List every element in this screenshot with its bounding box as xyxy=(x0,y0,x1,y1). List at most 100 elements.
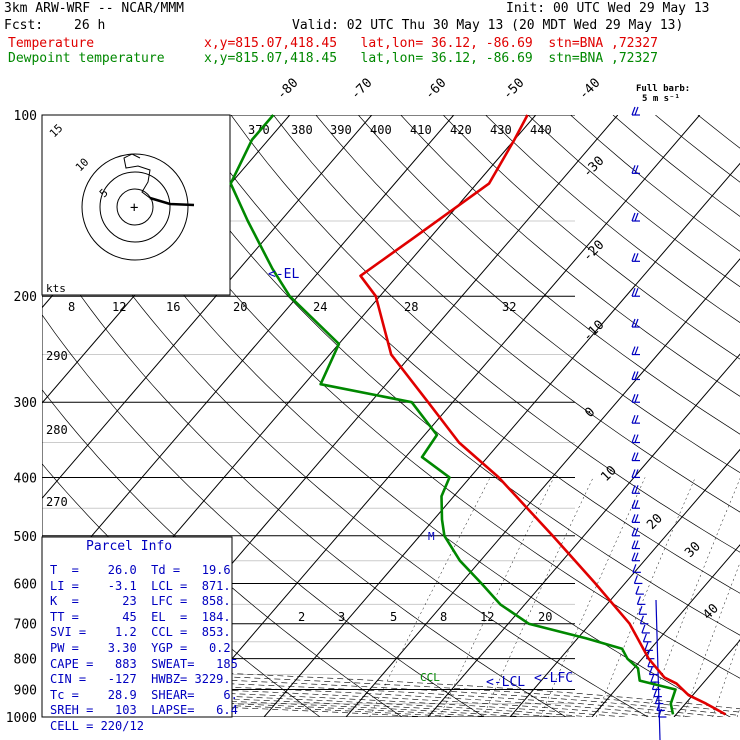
wind-barb-flag xyxy=(634,500,639,509)
dry-adiabat-line xyxy=(230,115,740,553)
mixing-ratio-label: 3 xyxy=(338,610,345,624)
wind-barb-flag xyxy=(650,673,655,683)
mixing-ratio-line xyxy=(683,562,740,717)
isotherm-line xyxy=(263,162,740,717)
mixing-ratio-line xyxy=(369,477,491,717)
wind-barb-flag xyxy=(631,485,636,494)
mixing-ratio-mid-label: 32 xyxy=(502,300,516,314)
wind-barb-flag xyxy=(634,452,639,461)
pressure-tick-label: 900 xyxy=(14,683,37,698)
wind-barb-flag xyxy=(632,564,637,573)
wind-barb-flag xyxy=(633,575,638,584)
wind-barb-flag xyxy=(634,514,639,523)
m-marker: M xyxy=(428,530,435,543)
theta-label: 380 xyxy=(291,123,313,137)
forecast-hour: 26 h xyxy=(74,18,106,33)
wind-barb-flag xyxy=(634,212,639,222)
dry-adiabat-line xyxy=(42,158,649,717)
mixing-ratio-mid-label: 28 xyxy=(404,300,418,314)
wind-barb-unit: 5 m s⁻¹ xyxy=(642,94,680,104)
wind-barb-flag xyxy=(631,253,636,262)
dry-adiabat-line xyxy=(103,115,740,679)
isotherm-line xyxy=(427,353,740,717)
wind-barb-legend: Full barb: xyxy=(636,84,691,94)
dry-adiabat-line xyxy=(442,115,740,360)
wind-barb-flag xyxy=(631,212,636,222)
wind-barb-flag xyxy=(638,606,643,615)
isotherm-line xyxy=(181,115,701,717)
isotherm-label: 0 xyxy=(582,405,598,421)
wind-barb-flag xyxy=(631,552,636,561)
isotherm-label: -60 xyxy=(422,76,449,103)
wind-barb-flag xyxy=(631,165,636,174)
wind-barb-flag xyxy=(634,318,639,328)
mixing-ratio-mid-label: 8 xyxy=(68,300,75,314)
wind-barb-flag xyxy=(634,106,639,116)
wind-barb-flag xyxy=(631,288,636,297)
dewpoint-profile xyxy=(229,114,677,715)
mixing-ratio-mid-label: 12 xyxy=(112,300,126,314)
isotherm-line xyxy=(591,544,740,717)
parcel-info-row: Tc = 28.9 SHEAR= 6. xyxy=(50,687,238,702)
wind-barb-flag xyxy=(631,346,636,355)
mixing-ratio-line xyxy=(439,477,555,717)
mixing-ratio-line xyxy=(646,477,740,717)
wind-barb-flag xyxy=(634,527,639,536)
mixing-ratio-line xyxy=(712,637,740,717)
hodograph-units: kts xyxy=(46,282,66,295)
dry-adiabat-line xyxy=(527,115,740,288)
mixing-ratio-label: 2 xyxy=(298,610,305,624)
pressure-tick-label: 1000 xyxy=(6,711,37,726)
mixing-ratio-label: 5 xyxy=(390,610,397,624)
lfc-marker: <-LFC xyxy=(534,671,574,686)
isotherm-label: 20 xyxy=(644,511,666,533)
wind-barbs xyxy=(631,106,667,740)
wind-barb-flag xyxy=(631,500,636,509)
dry-adiabat-line xyxy=(570,115,740,252)
forecast-label: Fcst: xyxy=(4,18,44,33)
parcel-info-row: T = 26.0 Td = 19.6 xyxy=(50,563,231,577)
wind-barb-flag xyxy=(644,642,649,651)
mixing-ratio-mid-label: 20 xyxy=(233,300,247,314)
theta-label: 420 xyxy=(450,123,472,137)
pressure-tick-label: 300 xyxy=(14,396,37,411)
hodograph-trace-bold xyxy=(149,196,195,207)
dry-adiabat-line xyxy=(358,115,740,435)
wind-barb-flag xyxy=(648,666,653,675)
wind-barb-flag xyxy=(634,394,639,403)
theta-label: 440 xyxy=(530,123,552,137)
parcel-info-title: Parcel Info xyxy=(86,539,173,554)
wind-barb-flag xyxy=(639,615,644,624)
wind-barb-flag xyxy=(642,633,647,642)
wind-barb-flag xyxy=(631,540,636,549)
dry-adiabat-line xyxy=(60,115,731,717)
moist-adiabat-line xyxy=(42,668,740,713)
wind-barb-flag xyxy=(634,552,639,561)
parcel-info-row: CELL = 220/12 xyxy=(50,719,144,733)
mixing-ratio-label: 8 xyxy=(440,610,447,624)
parcel-info-box xyxy=(41,536,233,718)
pressure-tick-label: 200 xyxy=(14,290,37,305)
hodograph-frame xyxy=(41,114,231,296)
wind-barb-flag xyxy=(631,371,636,380)
pressure-tick-label: 500 xyxy=(14,530,37,545)
wind-barb-flag xyxy=(634,253,639,262)
temperature-legend: Temperature xyxy=(8,36,95,51)
isotherm-label: -80 xyxy=(274,76,301,103)
wind-barb-flag xyxy=(641,624,646,634)
lcl-marker: <-LCL xyxy=(486,675,526,690)
theta-label: 410 xyxy=(410,123,432,137)
parcel-info-row: CAPE = 883 SWEAT= 185 xyxy=(50,656,238,671)
dry-adiabat-line xyxy=(42,237,567,717)
hodograph-ring xyxy=(81,153,189,261)
wind-barb-flag xyxy=(631,514,636,523)
theta-side-label: 280 xyxy=(46,423,68,437)
dry-adiabat-line xyxy=(400,115,740,397)
isotherm-label: -70 xyxy=(348,76,375,103)
dewpoint-legend: Dewpoint temperature xyxy=(8,51,165,66)
wind-barb-flag xyxy=(631,469,636,478)
wind-barb-flag xyxy=(654,695,659,704)
wind-barb-flag xyxy=(634,540,639,549)
mixing-ratio-mid-label: 24 xyxy=(313,300,327,314)
